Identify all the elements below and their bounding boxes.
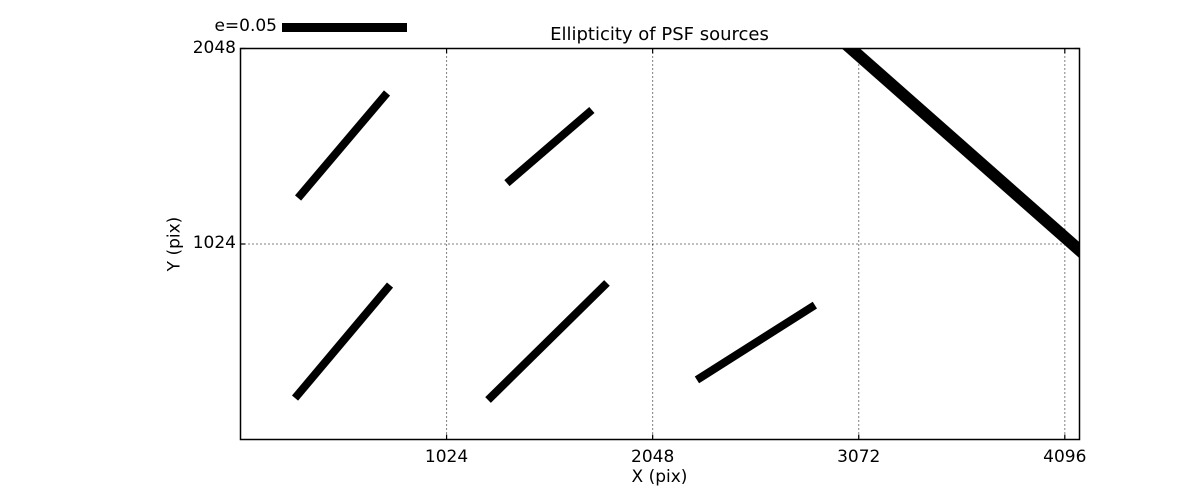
x-tick-label: 4096 bbox=[1043, 447, 1087, 467]
chart-title: Ellipticity of PSF sources bbox=[550, 24, 769, 45]
legend-label: e=0.05 bbox=[214, 16, 277, 36]
x-axis-label: X (pix) bbox=[631, 467, 688, 487]
ellipticity-whisker bbox=[485, 280, 610, 403]
axes-spines bbox=[239, 47, 1081, 441]
ellipticity-whisker bbox=[841, 48, 1080, 259]
ellipticity-whisker bbox=[295, 90, 391, 201]
x-tick-label: 3072 bbox=[837, 447, 881, 467]
ellipticity-whisker bbox=[291, 282, 394, 401]
ellipticity-whisker bbox=[694, 301, 818, 384]
legend-key-bar bbox=[282, 23, 407, 32]
ellipticity-whisker bbox=[504, 106, 595, 187]
x-tick-label: 1024 bbox=[424, 447, 469, 467]
y-tick-label: 2048 bbox=[192, 37, 236, 58]
y-tick-label: 1024 bbox=[192, 233, 236, 253]
x-tick-label: 2048 bbox=[631, 447, 675, 467]
